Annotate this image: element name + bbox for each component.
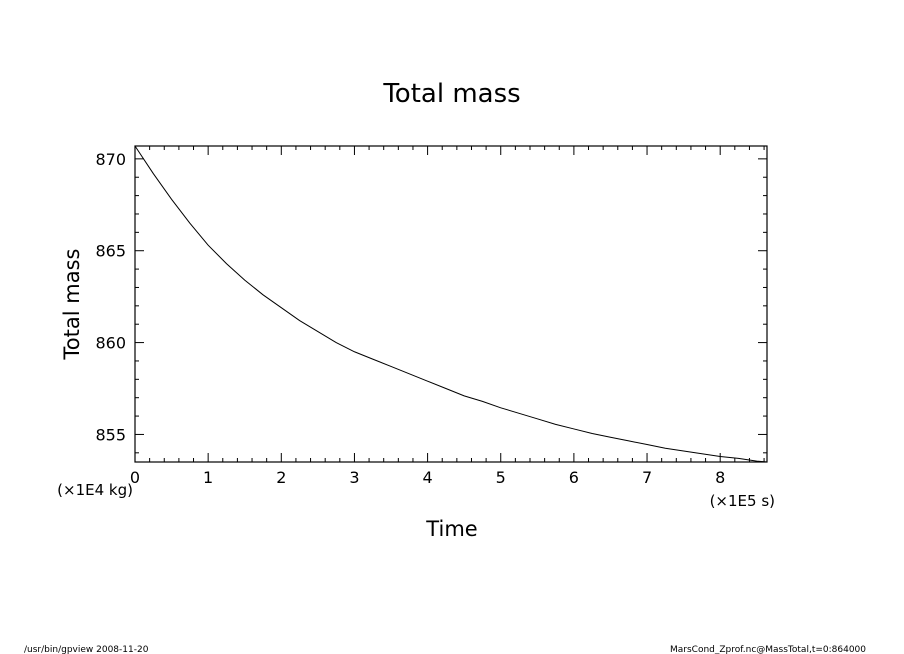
y-axis-ticks — [135, 158, 767, 454]
footer-right: MarsCond_Zprof.nc@MassTotal,t=0:864000 — [670, 645, 866, 654]
x-tick-label: 7 — [642, 468, 652, 487]
y-tick-label: 865 — [95, 242, 126, 261]
x-tick-label: 4 — [422, 468, 432, 487]
y-tick-label: 855 — [95, 425, 126, 444]
footer-left: /usr/bin/gpview 2008-11-20 — [24, 645, 149, 654]
x-scale-label: (×1E5 s) — [710, 492, 775, 510]
chart-title: Total mass — [382, 79, 520, 109]
x-tick-label: 6 — [569, 468, 579, 487]
y-tick-label: 870 — [95, 150, 126, 169]
x-axis-ticks — [134, 146, 765, 462]
x-axis-label: Time — [425, 517, 477, 541]
y-axis-label: Total mass — [60, 249, 84, 361]
y-tick-label: 860 — [95, 334, 126, 353]
y-axis-tick-labels: 855 860 865 870 — [95, 150, 126, 445]
x-tick-label: 0 — [130, 468, 140, 487]
series-line — [134, 145, 768, 463]
x-axis-tick-labels: 0 1 2 3 4 5 6 7 8 — [130, 468, 725, 487]
x-tick-label: 8 — [715, 468, 725, 487]
x-tick-label: 1 — [203, 468, 213, 487]
plot-frame — [134, 145, 768, 463]
x-tick-label: 5 — [496, 468, 506, 487]
y-scale-label: (×1E4 kg) — [57, 481, 133, 499]
x-tick-label: 3 — [349, 468, 359, 487]
x-tick-label: 2 — [276, 468, 286, 487]
